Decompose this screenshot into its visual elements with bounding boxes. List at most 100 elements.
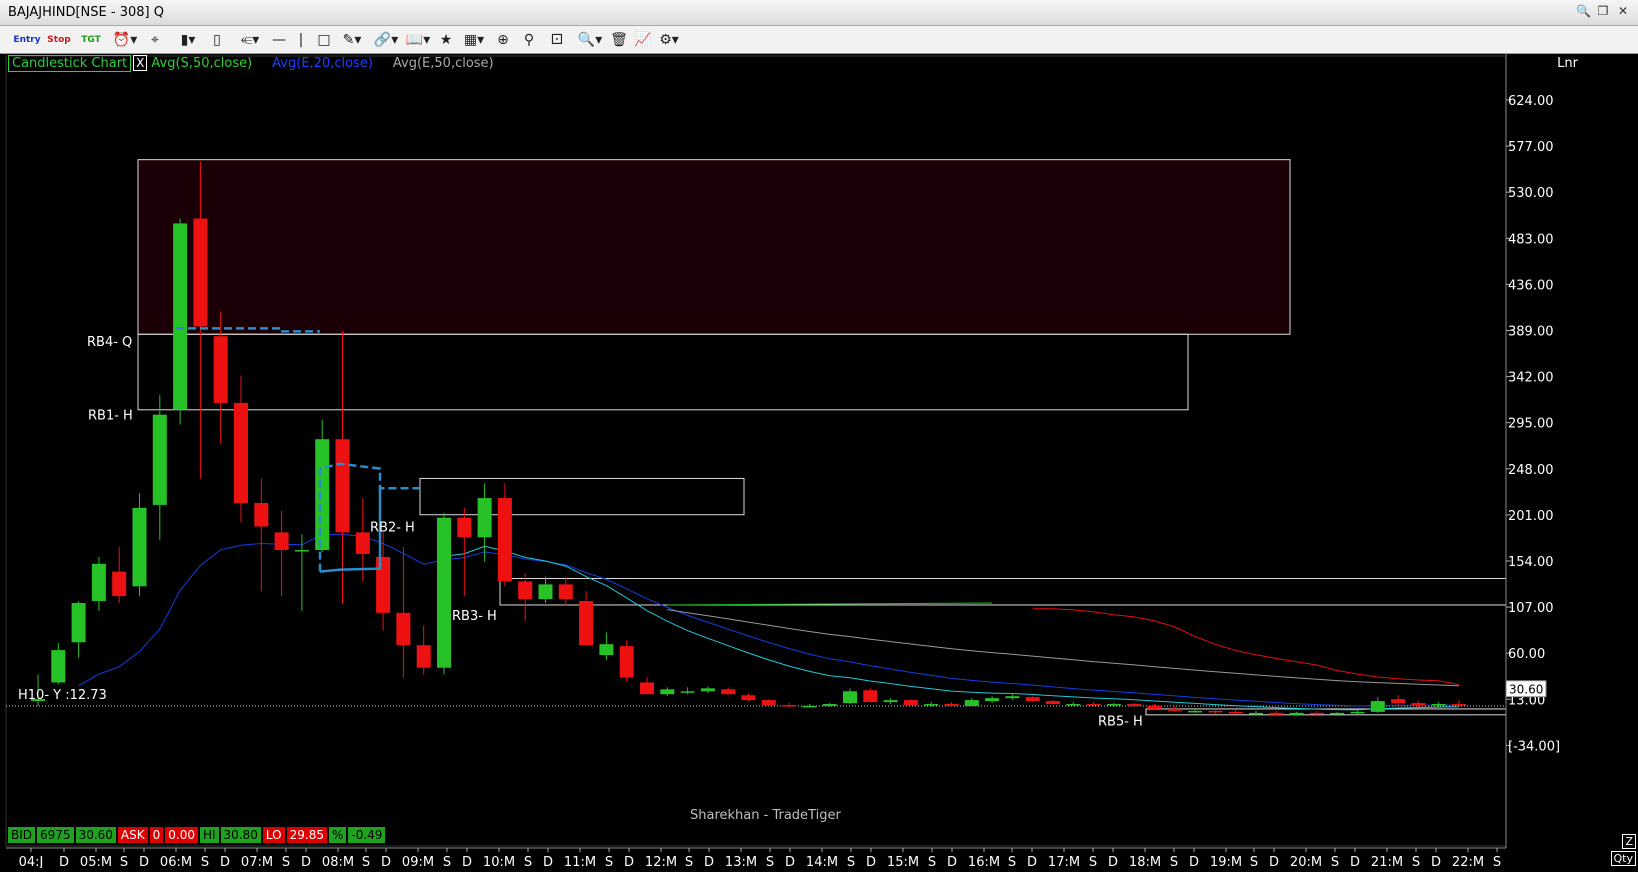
- watermark: Sharekhan - TradeTiger: [690, 808, 841, 823]
- candle-body: [700, 688, 715, 692]
- alarm-icon[interactable]: ⏰▾: [112, 32, 138, 48]
- ema50-legend[interactable]: Avg(E,50,close): [392, 55, 494, 71]
- bid-price: 30.60: [75, 827, 116, 843]
- candle-body: [193, 218, 208, 327]
- x-tick-label: 16:M: [968, 855, 1000, 868]
- candle: [1309, 710, 1324, 715]
- candle: [1228, 709, 1243, 714]
- x-tick-label: 19:M: [1210, 855, 1242, 868]
- candle: [152, 395, 167, 541]
- x-tick-label: S: [1412, 855, 1420, 868]
- stop-button[interactable]: Stop: [47, 35, 71, 45]
- zone-label: RB1- H: [88, 409, 133, 424]
- x-tick-label: S: [524, 855, 532, 868]
- zoom-icon[interactable]: 🔍▾: [577, 32, 603, 48]
- star-icon[interactable]: ★: [439, 32, 453, 48]
- candle-body: [1431, 704, 1446, 706]
- candle-body: [782, 705, 797, 707]
- candles-icon[interactable]: ▯: [213, 32, 221, 48]
- x-tick-label: D: [543, 855, 553, 868]
- scanner-icon[interactable]: ⚲: [523, 32, 535, 48]
- x-tick-label: D: [704, 855, 714, 868]
- candle-body: [903, 700, 918, 706]
- candle-body: [457, 517, 472, 538]
- chart-canvas[interactable]: 624.00 577.00 530.00 483.00 436.00 389.00 342.…: [0, 54, 1638, 870]
- draw-line-icon[interactable]: ⥺▾: [240, 32, 260, 48]
- candle-body: [416, 645, 431, 668]
- close-icon[interactable]: ✕: [1617, 4, 1629, 18]
- candle-body: [152, 414, 167, 505]
- candle: [721, 687, 736, 695]
- candle: [964, 698, 979, 706]
- candle: [234, 375, 248, 523]
- candle-body: [944, 704, 959, 706]
- horizontal-line-icon[interactable]: —: [272, 32, 286, 48]
- search-icon[interactable]: 🔍: [1576, 4, 1591, 18]
- x-tick-label: S: [1170, 855, 1178, 868]
- ema20-line: [78, 533, 1459, 707]
- candle: [173, 218, 188, 425]
- x-tick-label: D: [1350, 855, 1360, 868]
- scale-mode-label[interactable]: Lnr: [1557, 56, 1578, 71]
- link-icon[interactable]: 🔗▾: [373, 32, 399, 48]
- qty-toggle-button[interactable]: Qty: [1610, 851, 1636, 866]
- candle-body: [680, 691, 695, 693]
- vertical-line-icon[interactable]: |: [298, 32, 304, 48]
- window-title: BAJAJHIND[NSE - 308] Q: [8, 5, 164, 20]
- price-chart[interactable]: 624.00 577.00 530.00 483.00 436.00 389.00 342.…: [0, 54, 1638, 870]
- zone-label: RB5- H: [1098, 715, 1143, 730]
- rectangle-icon[interactable]: □: [317, 32, 331, 48]
- chart-line-icon[interactable]: 📈: [634, 32, 652, 48]
- candle: [254, 478, 269, 592]
- last-price-badge: [1505, 680, 1547, 698]
- delete-icon[interactable]: 🗑: [610, 32, 628, 48]
- ema20-legend[interactable]: Avg(E,20,close): [272, 55, 373, 71]
- candle-body: [234, 402, 248, 503]
- candle-body: [1249, 712, 1263, 715]
- close-chart-button[interactable]: X: [133, 55, 148, 71]
- candle-body: [51, 650, 66, 683]
- indicator-icon[interactable]: ▦▾: [463, 32, 485, 48]
- compare-icon[interactable]: ⊕: [497, 32, 509, 48]
- candle: [822, 703, 837, 707]
- x-tick-label: 08:M: [322, 855, 354, 868]
- candle: [1431, 702, 1446, 708]
- y-tick-label: 295.00: [1508, 417, 1554, 432]
- candle: [1411, 701, 1426, 707]
- zoom-toggle-button[interactable]: Z: [1622, 834, 1636, 849]
- crosshair-icon[interactable]: ⌖: [151, 32, 159, 48]
- candle: [843, 688, 857, 705]
- candle: [619, 640, 634, 682]
- candle: [1370, 697, 1385, 713]
- entry-button[interactable]: Entry: [13, 35, 41, 45]
- candle-body: [1086, 704, 1101, 706]
- gear-icon[interactable]: ⚙▾: [659, 32, 679, 48]
- candle: [1391, 695, 1406, 706]
- book-icon[interactable]: 📖▾: [405, 32, 431, 48]
- pencil-icon[interactable]: ✎▾: [342, 32, 362, 48]
- candle-body: [1147, 706, 1162, 709]
- x-tick-label: 14:M: [806, 855, 838, 868]
- target-button[interactable]: TGT: [81, 35, 101, 45]
- alert-bell-icon[interactable]: ⚀: [550, 32, 564, 48]
- candle: [1147, 704, 1162, 710]
- restore-icon[interactable]: ❐: [1597, 4, 1609, 18]
- candle-body: [619, 646, 634, 678]
- sma50-legend[interactable]: Avg(S,50,close): [151, 55, 253, 71]
- candle: [497, 483, 512, 587]
- x-tick-label: 05:M: [80, 855, 112, 868]
- x-tick-label: 15:M: [887, 855, 919, 868]
- chart-type-label[interactable]: Candlestick Chart: [8, 54, 132, 72]
- candle-body: [254, 502, 269, 527]
- corner-controls: Z Qty: [1610, 832, 1636, 866]
- bar-type-icon[interactable]: ▮▾: [180, 32, 196, 48]
- candle: [274, 510, 289, 597]
- x-tick-label: D: [220, 855, 230, 868]
- y-tick-label: [-34.00]: [1508, 739, 1560, 754]
- candle: [924, 702, 939, 707]
- x-tick-label: S: [1331, 855, 1339, 868]
- trail-stop-line-1: [176, 327, 320, 333]
- x-tick-label: D: [785, 855, 795, 868]
- x-tick-label: S: [766, 855, 774, 868]
- zone-box-rb2: [419, 477, 745, 516]
